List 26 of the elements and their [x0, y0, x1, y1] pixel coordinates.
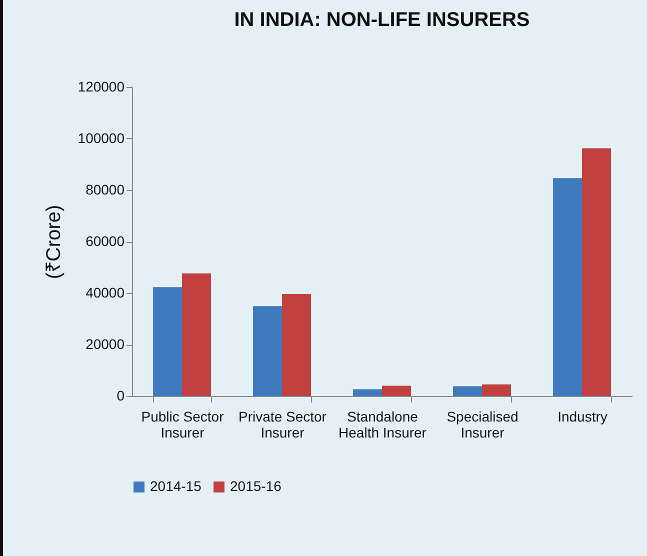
x-tick-label: Standalone Health Insurer	[338, 408, 427, 440]
x-tick-label: Public Sector Insurer	[141, 408, 224, 440]
y-tick-label: 40000	[86, 284, 125, 300]
bar	[453, 386, 482, 396]
y-axis-title: (₹Crore)	[42, 204, 65, 280]
bar	[553, 178, 582, 396]
bar	[482, 384, 511, 396]
y-tick-label: 100000	[78, 130, 125, 146]
y-tick-label: 20000	[86, 336, 125, 352]
x-tick-label: Industry	[558, 408, 608, 424]
bar	[153, 287, 182, 396]
legend-label: 2014-15	[150, 478, 202, 494]
bar	[582, 148, 611, 396]
y-tick-label: 120000	[78, 78, 125, 94]
x-tick-label: Specialised Insurer	[446, 408, 518, 440]
bar	[282, 294, 311, 396]
x-tick-label: Private Sector Insurer	[238, 408, 327, 440]
bar	[253, 306, 282, 396]
bar	[382, 386, 411, 396]
y-tick-label: 60000	[86, 233, 125, 249]
bar	[353, 389, 382, 396]
y-tick-label: 80000	[86, 182, 125, 198]
chart-title: IN INDIA: NON-LIFE INSURERS	[234, 9, 530, 31]
bar	[182, 273, 211, 396]
legend-label: 2015-16	[230, 478, 282, 494]
y-tick-label: 0	[116, 388, 125, 404]
